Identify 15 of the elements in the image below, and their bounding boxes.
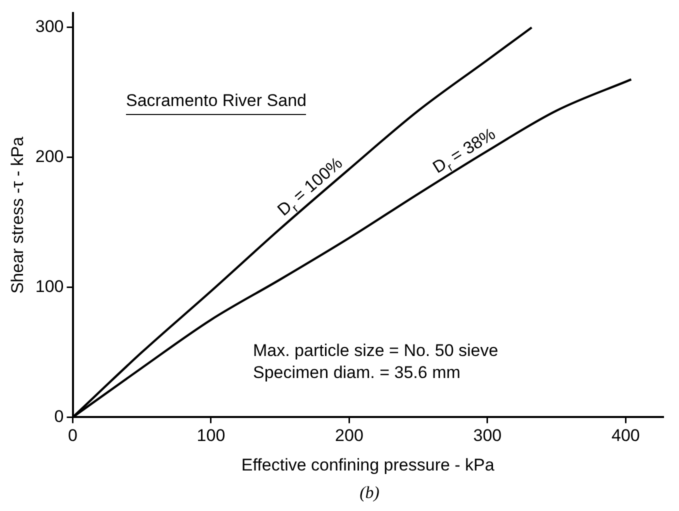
x-axis-title: Effective confining pressure - kPa (241, 455, 495, 474)
x-tick-label: 300 (473, 426, 502, 446)
annotation: Max. particle size = No. 50 sieve Specimen diam. = 35.6 mm (253, 340, 498, 384)
y-tick-label: 100 (35, 276, 64, 296)
y-axis-title: Shear stress -τ - kPa (8, 136, 27, 294)
x-tick-label: 100 (196, 426, 226, 446)
text: Dr = 38% (430, 124, 499, 178)
x-tick-label: 400 (611, 426, 640, 446)
annotation: Sacramento River Sand (126, 90, 306, 115)
y-tick-label: 200 (35, 147, 64, 166)
y-tick-label: 0 (54, 406, 64, 426)
x-tick-label: 0 (68, 426, 78, 446)
x-tick-label: 200 (335, 426, 364, 446)
y-tick-label: 300 (35, 17, 64, 36)
text: (b) (358, 482, 380, 504)
